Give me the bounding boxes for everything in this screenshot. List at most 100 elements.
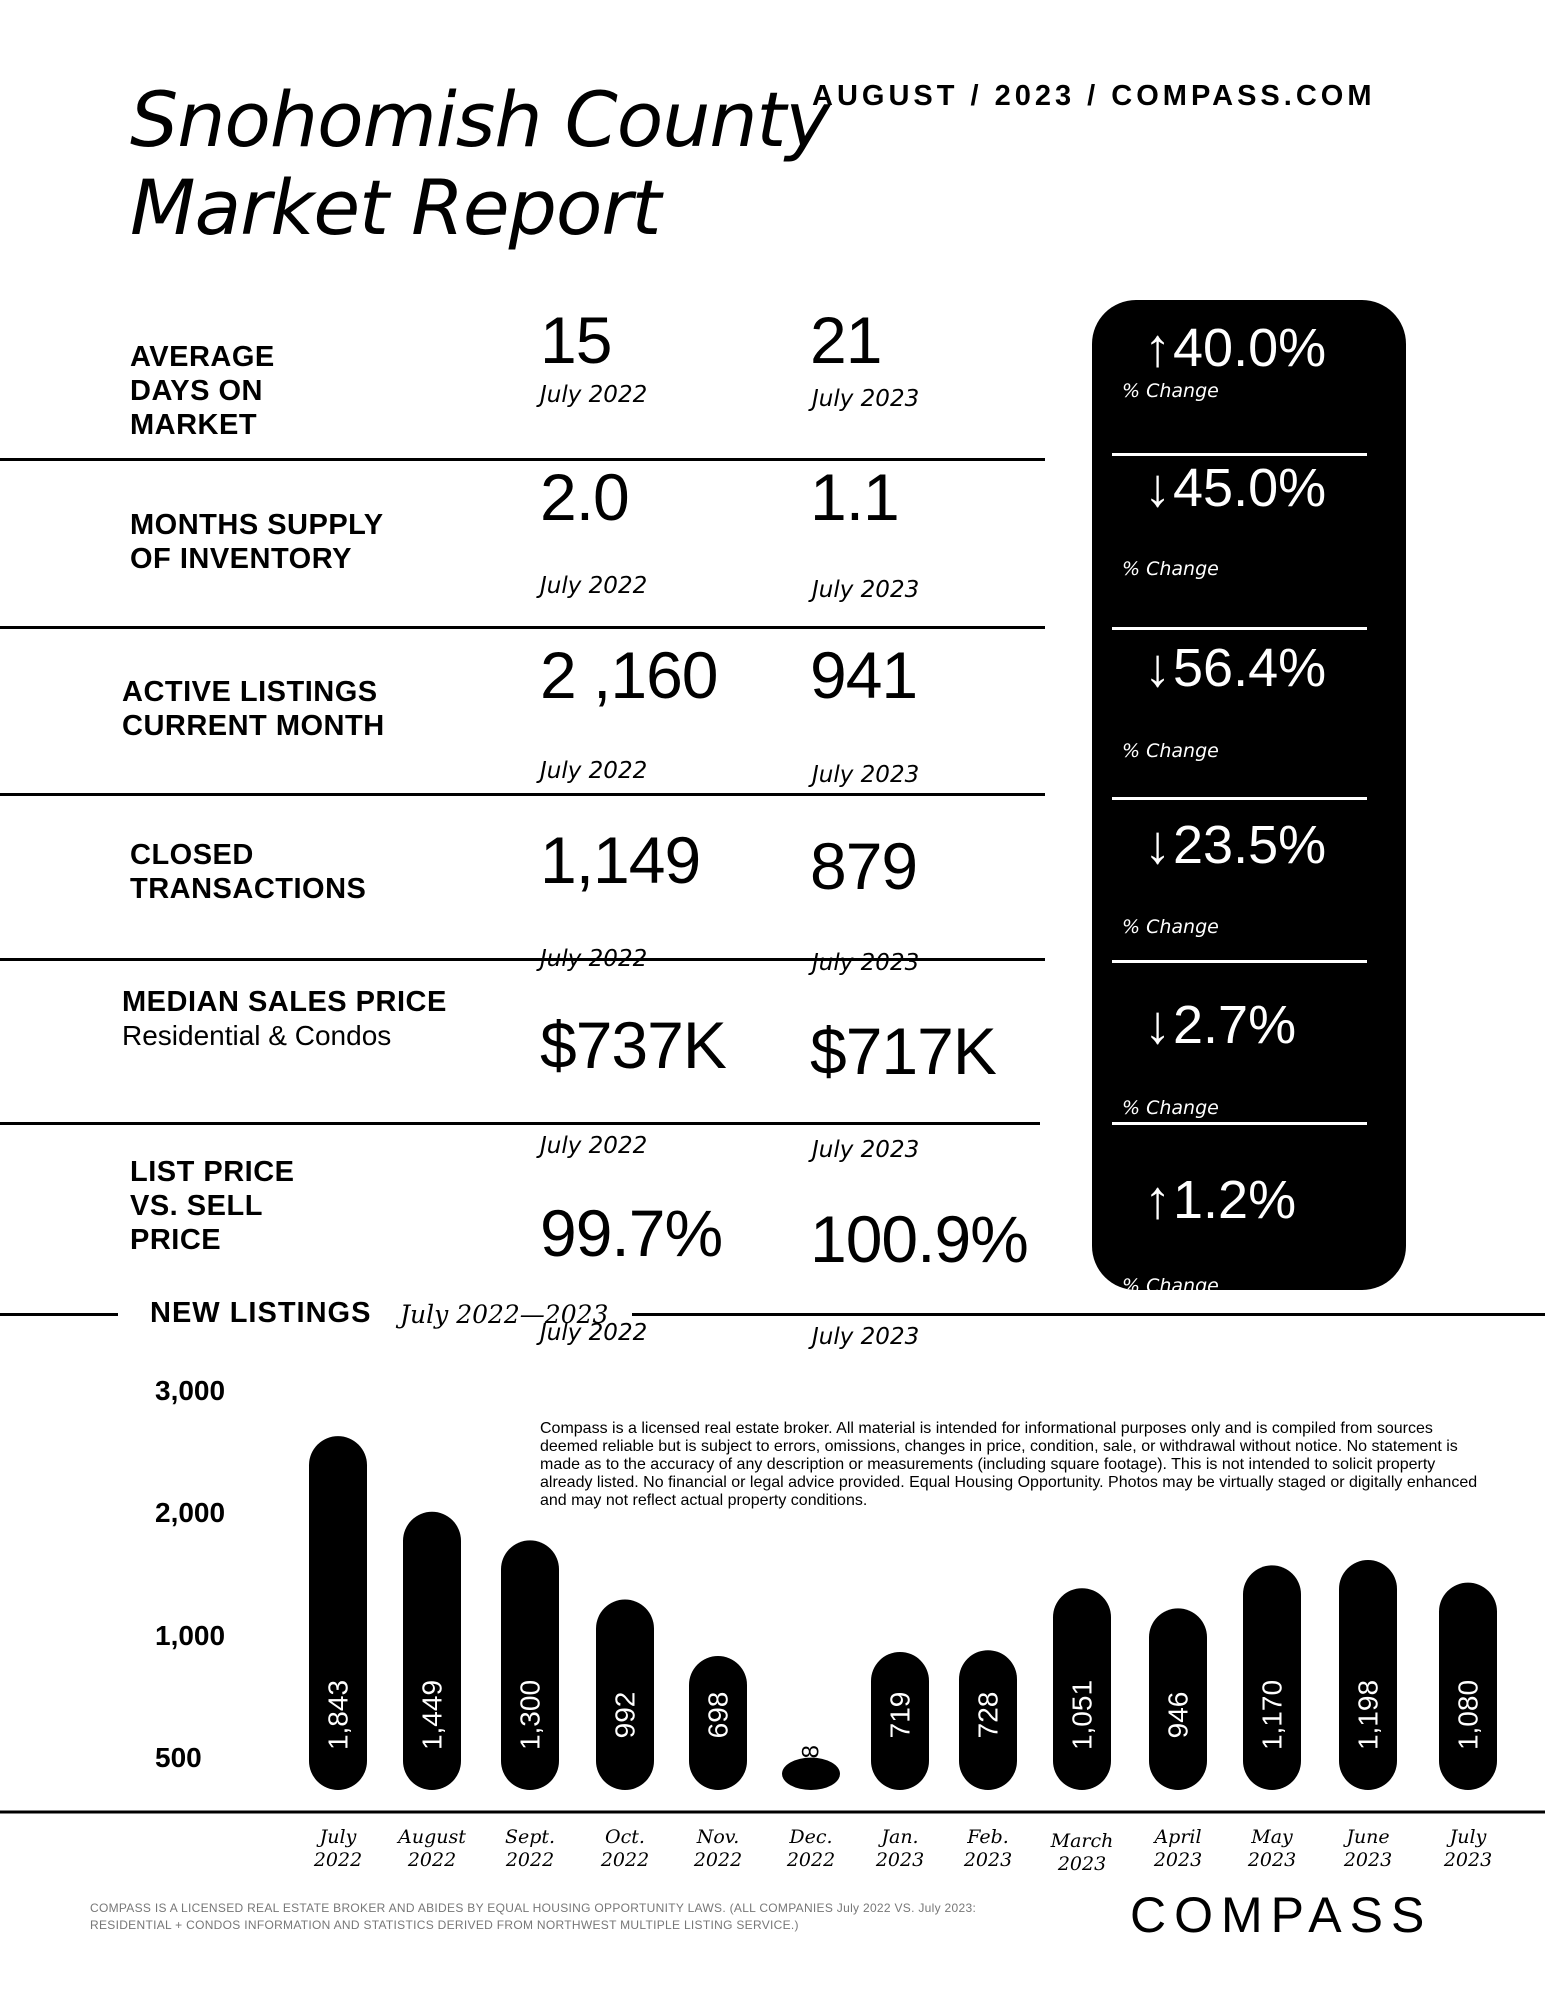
percent-change-label: % Change xyxy=(1122,380,1219,402)
x-tick-label-line: 2022 xyxy=(600,1849,650,1871)
metric-period-2022: July 2022 xyxy=(540,573,648,599)
panel-divider xyxy=(1112,797,1367,800)
x-tick-label-line: May xyxy=(1251,1826,1293,1848)
chart-bar-value-label: 946 xyxy=(1163,1692,1194,1739)
chart-bar-value-label: 1,198 xyxy=(1353,1680,1384,1750)
panel-divider xyxy=(1112,960,1367,963)
panel-divider xyxy=(1112,627,1367,630)
x-tick-label-line: April xyxy=(1154,1826,1202,1848)
report-title-line2: Market Report xyxy=(130,163,661,252)
chart-bar xyxy=(1053,1588,1111,1790)
metric-value-2023: 941 xyxy=(810,638,918,712)
percent-change-label: % Change xyxy=(1122,558,1219,580)
metric-label-line: PRICE xyxy=(130,1224,222,1256)
metric-value-2023: 100.9% xyxy=(810,1202,1029,1276)
chart-bar-value-label: 1,300 xyxy=(515,1680,546,1750)
x-tick-label-line: 2022 xyxy=(313,1849,363,1871)
x-tick-label-line: 2022 xyxy=(693,1849,743,1871)
metric-value-2023: 1.1 xyxy=(810,460,900,534)
x-tick-label: July 2022 xyxy=(293,1826,383,1872)
metric-period-2023: July 2023 xyxy=(812,577,920,603)
percent-change-value: ↑40.0% xyxy=(1144,318,1326,378)
x-tick-label-line: 2023 xyxy=(1343,1849,1393,1871)
percent-change-number: 45.0% xyxy=(1173,458,1327,518)
metric-value-2022: 15 xyxy=(540,303,612,377)
chart-bar xyxy=(1339,1559,1397,1790)
metric-label-line: MONTHS SUPPLY xyxy=(130,509,384,541)
x-tick-label: Sept. 2022 xyxy=(485,1826,575,1872)
compass-logo: COMPASS xyxy=(1130,1887,1433,1943)
section-divider-left xyxy=(0,1313,118,1316)
metric-label-line: CURRENT MONTH xyxy=(122,710,385,742)
chart-bar xyxy=(871,1651,929,1790)
change-panel: ↑40.0%% Change ↓45.0%% Change ↓56.4%% Chan… xyxy=(1092,300,1406,1290)
metric-label: AVERAGE DAYS ON MARKET xyxy=(130,340,275,442)
metric-label: MONTHS SUPPLY OF INVENTORY xyxy=(130,508,384,576)
x-tick-label: June 2023 xyxy=(1323,1826,1413,1872)
x-tick-label-line: Feb. xyxy=(967,1826,1009,1848)
x-tick-label-line: Nov. xyxy=(696,1826,740,1848)
chart-bar xyxy=(596,1599,654,1790)
metric-period-2023: July 2023 xyxy=(812,1324,920,1350)
chart-bar-value-label: 992 xyxy=(610,1692,641,1739)
metric-value-2023: 879 xyxy=(810,829,918,903)
x-tick-label-line: March xyxy=(1050,1830,1114,1852)
percent-change-value: ↓2.7% xyxy=(1144,995,1296,1055)
x-tick-label: August 2022 xyxy=(387,1826,477,1872)
arrow-down-icon: ↓ xyxy=(1144,638,1171,698)
metric-value-2023: $717K xyxy=(810,1014,997,1088)
arrow-down-icon: ↓ xyxy=(1144,458,1171,518)
metric-label-line: VS. SELL xyxy=(130,1190,263,1222)
metric-period-2023: July 2023 xyxy=(812,762,920,788)
panel-divider xyxy=(1112,453,1367,456)
x-tick-label-line: Sept. xyxy=(504,1826,556,1848)
chart-bar xyxy=(1243,1565,1301,1790)
percent-change-number: 56.4% xyxy=(1173,638,1327,698)
metric-period-2023: July 2023 xyxy=(812,386,920,412)
new-listings-range: July 2022—2023 xyxy=(400,1300,609,1329)
metric-period-2023: July 2023 xyxy=(812,1137,920,1163)
panel-divider xyxy=(1112,1122,1367,1125)
percent-change-label: % Change xyxy=(1122,916,1219,938)
metric-label-line: AVERAGE xyxy=(130,341,275,373)
x-tick-label: Feb. 2023 xyxy=(943,1826,1033,1872)
chart-bar xyxy=(1149,1608,1207,1790)
metric-label: ACTIVE LISTINGS CURRENT MONTH xyxy=(122,675,385,743)
percent-change-number: 40.0% xyxy=(1173,318,1327,378)
percent-change-label: % Change xyxy=(1122,740,1219,762)
metric-value-2022: 2.0 xyxy=(540,460,630,534)
metric-label: MEDIAN SALES PRICE Residential & Condos xyxy=(122,985,447,1053)
chart-bar-value-label: 1,080 xyxy=(1453,1680,1484,1750)
y-tick-label: 3,000 xyxy=(155,1375,226,1406)
metric-value-2022: 99.7% xyxy=(540,1196,723,1270)
metric-period-2023: July 2023 xyxy=(812,950,920,976)
chart-bar xyxy=(959,1650,1017,1790)
section-divider-right xyxy=(632,1313,1545,1316)
row-divider xyxy=(0,1122,1040,1125)
percent-change-value: ↑1.2% xyxy=(1144,1170,1296,1230)
metric-value-2022: $737K xyxy=(540,1008,727,1082)
x-tick-label-line: 2023 xyxy=(1153,1849,1203,1871)
report-date-source: AUGUST / 2023 / COMPASS.COM xyxy=(812,80,1376,112)
chart-bar-value-label: 1,170 xyxy=(1257,1680,1288,1750)
percent-change-value: ↓56.4% xyxy=(1144,638,1326,698)
arrow-down-icon: ↓ xyxy=(1144,815,1171,875)
y-tick-label: 2,000 xyxy=(155,1497,226,1528)
x-tick-label: May 2023 xyxy=(1227,1826,1317,1872)
metric-label: LIST PRICE VS. SELL PRICE xyxy=(130,1155,295,1257)
metric-label-line: CLOSED xyxy=(130,839,254,871)
disclaimer-text: Compass is a licensed real estate broker… xyxy=(540,1420,1478,1509)
percent-change-number: 1.2% xyxy=(1173,1170,1297,1230)
footer-legal-note: COMPASS IS A LICENSED REAL ESTATE BROKER… xyxy=(90,1901,977,1932)
percent-change-label: % Change xyxy=(1122,1275,1219,1290)
report-title-line1: Snohomish County xyxy=(130,75,830,164)
chart-bar-value-label: 698 xyxy=(703,1692,734,1739)
percent-change-value: ↓45.0% xyxy=(1144,458,1326,518)
x-tick-label: July 2023 xyxy=(1423,1826,1513,1872)
arrow-up-icon: ↑ xyxy=(1144,318,1171,378)
chart-bar-value-label: 1,843 xyxy=(323,1680,354,1750)
metric-period-2022: July 2022 xyxy=(540,1133,648,1159)
row-divider xyxy=(0,626,1045,629)
metric-value-2023: 21 xyxy=(810,303,882,377)
